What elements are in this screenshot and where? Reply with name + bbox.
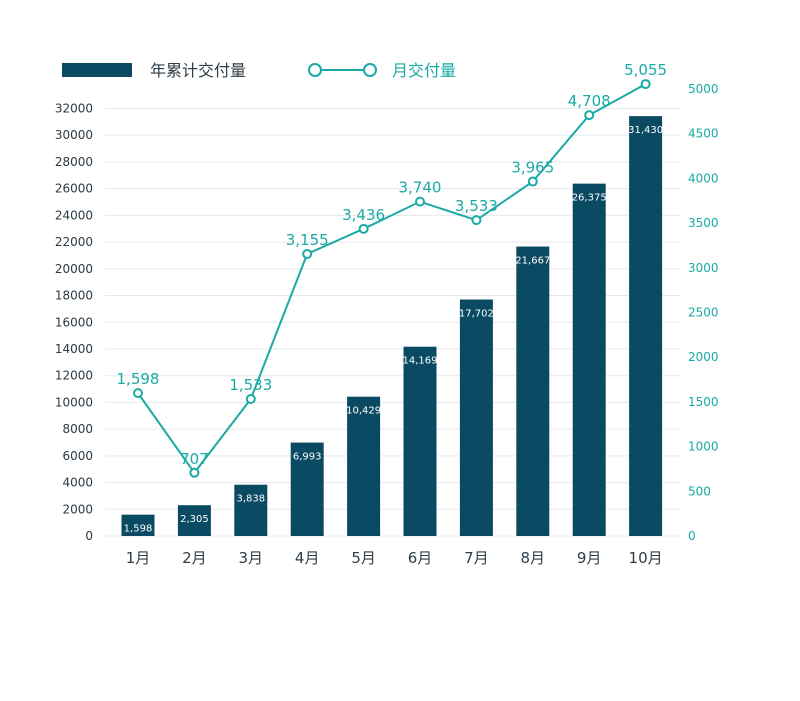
left-tick-label: 32000 — [55, 102, 93, 116]
bar — [177, 505, 211, 536]
right-tick-label: 3500 — [688, 216, 719, 230]
bar — [516, 246, 550, 536]
bar — [403, 346, 437, 536]
line-point — [302, 248, 313, 259]
right-tick-label: 4500 — [688, 127, 719, 141]
line-point — [640, 79, 651, 90]
line-point — [584, 110, 595, 121]
line-point — [133, 388, 143, 399]
left-tick-label: 0 — [85, 529, 93, 543]
line-value-label: 707 — [180, 450, 209, 468]
bar-value-label: 2,305 — [180, 514, 209, 525]
left-tick-label: 28000 — [55, 155, 93, 169]
line-value-label: 3,965 — [511, 159, 554, 177]
line-value-label: 1,533 — [229, 376, 272, 394]
left-tick-label: 16000 — [55, 315, 93, 329]
right-axis: 0 500 1000 1500 2000 2500 3000 3500 4000 4500 5000 — [688, 82, 719, 543]
right-tick-label: 3000 — [688, 261, 719, 275]
bar-value-label: 14,169 — [403, 356, 438, 367]
right-tick-label: 500 — [688, 484, 711, 498]
left-tick-label: 4000 — [62, 476, 93, 490]
legend-bar-label: 年累计交付量 — [150, 61, 246, 80]
bar — [459, 299, 493, 536]
bar-value-label: 1,598 — [124, 524, 153, 535]
line-value-label: 4,708 — [568, 92, 611, 110]
legend-line-label: 月交付量 — [392, 61, 456, 80]
line-path — [137, 83, 647, 475]
bar-value-label: 3,838 — [236, 494, 265, 505]
line-point — [471, 215, 482, 226]
line-series — [133, 79, 651, 478]
bar-value-label: 17,702 — [459, 309, 494, 320]
line-value-label: 3,533 — [455, 197, 498, 215]
right-tick-label: 5000 — [688, 82, 719, 96]
line-value-label: 3,436 — [342, 206, 385, 224]
left-tick-label: 10000 — [55, 395, 93, 409]
bar-value-label: 26,375 — [572, 193, 607, 204]
category-label: 9月 — [577, 549, 602, 567]
legend-bar-swatch — [62, 63, 132, 77]
category-label: 6月 — [408, 549, 433, 567]
right-tick-label: 2000 — [688, 350, 719, 364]
right-tick-label: 4000 — [688, 171, 719, 185]
left-tick-label: 20000 — [55, 262, 93, 276]
category-label: 7月 — [464, 549, 489, 567]
line-value-label: 3,155 — [286, 231, 329, 249]
category-label: 10月 — [629, 549, 663, 567]
left-tick-label: 22000 — [55, 235, 93, 249]
left-tick-label: 2000 — [62, 502, 93, 516]
left-tick-label: 8000 — [62, 422, 93, 436]
left-tick-label: 26000 — [55, 182, 93, 196]
legend-line-marker-right — [363, 63, 377, 77]
left-tick-label: 18000 — [55, 289, 93, 303]
line-value-label: 3,740 — [399, 179, 442, 197]
line-point — [189, 467, 200, 478]
left-tick-label: 6000 — [62, 449, 93, 463]
line-value-label: 5,055 — [624, 61, 667, 79]
bar — [234, 484, 268, 536]
bar — [290, 442, 324, 536]
left-tick-label: 14000 — [55, 342, 93, 356]
line-value-labels: 1,598 707 1,533 3,155 3,436 3,740 3,533 3,965 4,… — [117, 61, 668, 468]
left-tick-label: 30000 — [55, 128, 93, 142]
legend-line-marker-left — [308, 63, 322, 77]
left-axis: 0 2000 4000 6000 8000 10000 12000 14000 16000 180… — [55, 102, 93, 544]
category-axis: 1月 2月 3月 4月 5月 6月 7月 8月 9月 10月 — [126, 549, 663, 567]
right-tick-label: 1000 — [688, 440, 719, 454]
legend: 年累计交付量 月交付量 — [62, 61, 456, 80]
bar — [572, 183, 606, 536]
bar-value-label: 31,430 — [628, 125, 663, 136]
category-label: 3月 — [239, 549, 264, 567]
bar-value-label: 6,993 — [293, 452, 322, 463]
category-label: 4月 — [295, 549, 320, 567]
category-label: 2月 — [182, 549, 207, 567]
bar-value-labels: 1,598 2,305 3,838 6,993 10,429 14,169 17,702 21… — [124, 125, 663, 535]
left-tick-label: 12000 — [55, 369, 93, 383]
bar — [629, 116, 663, 537]
line-point — [527, 176, 538, 187]
category-label: 5月 — [351, 549, 376, 567]
line-point — [415, 196, 425, 207]
line-point — [358, 223, 369, 234]
bar — [347, 396, 381, 536]
right-tick-label: 1500 — [688, 395, 719, 409]
bar-value-label: 10,429 — [346, 406, 381, 417]
bar-series — [121, 116, 663, 537]
right-tick-label: 0 — [688, 529, 696, 543]
line-value-label: 1,598 — [117, 370, 160, 388]
bar — [121, 514, 155, 536]
category-label: 1月 — [126, 549, 151, 567]
left-tick-label: 24000 — [55, 208, 93, 222]
line-point — [245, 393, 256, 404]
bar-value-label: 21,667 — [515, 256, 550, 267]
right-tick-label: 2500 — [688, 306, 719, 320]
category-label: 8月 — [521, 549, 546, 567]
